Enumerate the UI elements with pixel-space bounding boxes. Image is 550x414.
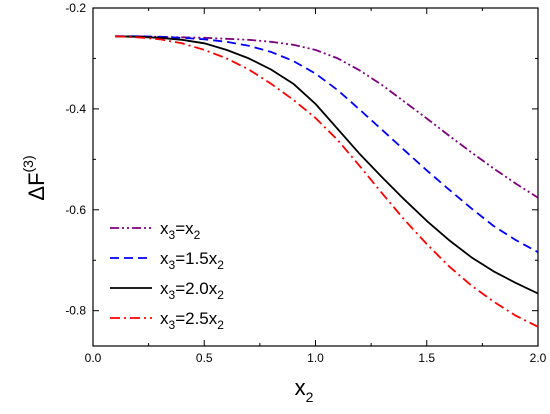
legend-label-1: x3=x2: [160, 219, 201, 242]
legend-label-2: x3=1.5x2: [160, 249, 224, 272]
legend-label-3: x3=2.0x2: [160, 279, 224, 302]
series-line-2: [115, 35, 539, 253]
x-tick-label: 0.5: [196, 351, 213, 365]
series-line-4: [115, 35, 539, 328]
legend-label-4: x3=2.5x2: [160, 309, 224, 332]
x-tick-label: 0.0: [85, 351, 102, 365]
y-tick-label: -0.4: [65, 102, 86, 116]
x-axis-title: x2: [295, 375, 314, 405]
x-tick-label: 1.5: [418, 351, 435, 365]
series-layer: [115, 35, 539, 328]
axis-ticks: 0.0 0.5 1.0 1.5 2.0 -0.8 -0.6 -0.4 -0.2: [65, 1, 546, 365]
legend: x3=x2 x3=1.5x2 x3=2.0x2 x3=2.5x2: [110, 219, 224, 332]
y-axis-title: ΔF(3): [20, 155, 49, 200]
x-tick-label: 1.0: [307, 351, 324, 365]
y-tick-label: -0.2: [65, 1, 86, 15]
x-tick-label: 2.0: [530, 351, 547, 365]
y-tick-label: -0.6: [65, 203, 86, 217]
series-line-3: [115, 35, 539, 295]
y-tick-label: -0.8: [65, 304, 86, 318]
